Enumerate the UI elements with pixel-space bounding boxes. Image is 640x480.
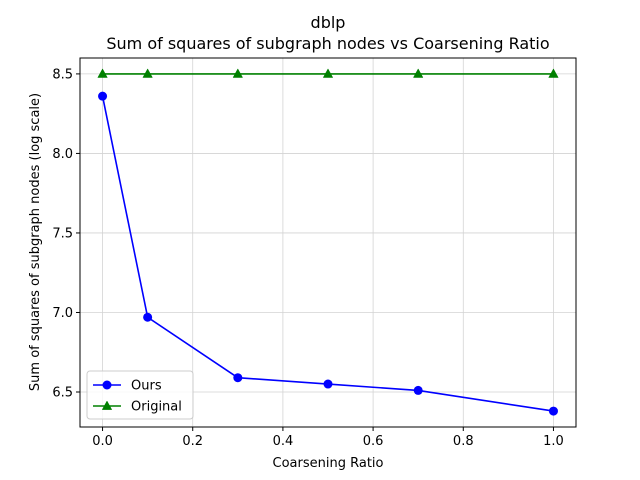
plot-frame (79, 57, 577, 428)
y-tick-label: 8.5 (52, 67, 73, 82)
data-point-original (548, 68, 559, 78)
data-point-original (322, 68, 334, 78)
y-tick-label: 7.0 (52, 306, 73, 321)
y-axis-label: Sum of squares of subgraph nodes (log sc… (28, 93, 43, 391)
y-tick-label: 6.5 (52, 386, 73, 401)
series-original (97, 68, 559, 78)
x-tick-label: 0.2 (182, 434, 203, 449)
series-ours (98, 91, 558, 416)
data-point-ours (323, 379, 333, 389)
legend-marker-ours (102, 380, 112, 390)
plot-series (97, 68, 559, 416)
legend-label-original: Original (131, 400, 182, 415)
legend: Ours Original (86, 370, 194, 420)
data-point-ours (413, 385, 423, 395)
legend-label-ours: Ours (131, 379, 162, 394)
data-point-original (97, 68, 108, 78)
y-tick-label: 7.5 (52, 226, 73, 241)
data-point-ours (143, 312, 153, 322)
data-point-original (142, 68, 153, 78)
axis-ticks: 0.0 0.2 0.4 0.6 0.8 1.0 6.5 7.0 7.5 8.0 8.5 (52, 67, 563, 449)
x-tick-label: 0.0 (92, 434, 113, 449)
data-point-original (232, 68, 243, 78)
chart-title: dblp (311, 13, 346, 32)
x-tick-label: 0.6 (363, 434, 384, 449)
legend-marker-original (101, 400, 113, 410)
data-point-ours (548, 406, 558, 416)
data-point-ours (98, 91, 108, 101)
x-tick-label: 0.8 (453, 434, 474, 449)
legend-box (86, 370, 194, 420)
x-tick-label: 0.4 (273, 434, 294, 449)
y-tick-label: 8.0 (52, 147, 73, 162)
data-point-original (413, 68, 424, 78)
series-line-ours (101, 96, 554, 412)
x-axis-label: Coarsening Ratio (273, 456, 384, 471)
chart-subtitle: Sum of squares of subgraph nodes vs Coar… (106, 34, 549, 53)
x-tick-label: 1.0 (543, 434, 564, 449)
data-point-ours (233, 373, 243, 383)
